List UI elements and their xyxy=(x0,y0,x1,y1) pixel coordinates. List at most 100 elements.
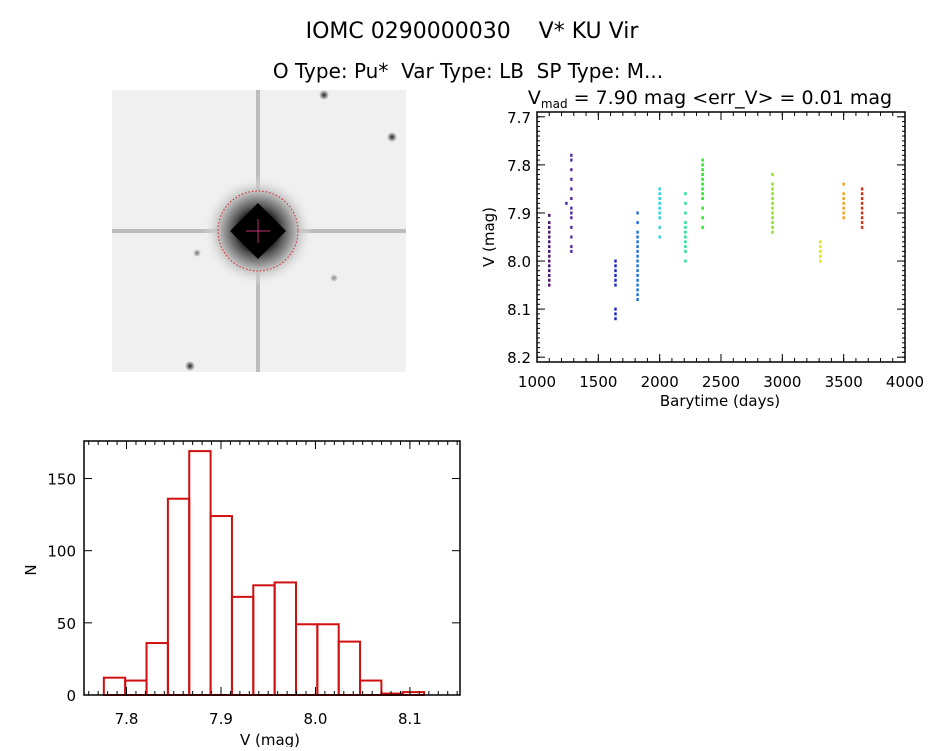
data-point xyxy=(658,197,661,201)
histogram-bar xyxy=(188,450,212,696)
data-point xyxy=(819,249,822,253)
data-point xyxy=(658,187,661,191)
plot-frame xyxy=(83,440,461,696)
data-point xyxy=(658,206,661,210)
histogram-bar xyxy=(337,640,362,697)
data-point xyxy=(570,235,573,239)
light-curve-plot: Vmad = 7.90 mag <err_V> = 0.01 mag 1000 15… xyxy=(480,87,924,410)
data-point xyxy=(860,211,864,215)
y-tick-label: 8.1 xyxy=(507,301,531,319)
y-tick-label: 8.0 xyxy=(507,253,531,271)
data-point xyxy=(842,197,845,201)
data-point xyxy=(570,216,573,220)
data-point xyxy=(701,182,704,186)
data-point xyxy=(771,182,774,186)
data-point xyxy=(548,259,551,263)
data-point xyxy=(701,197,704,201)
data-point xyxy=(570,245,573,249)
data-point xyxy=(842,192,845,196)
data-point xyxy=(636,249,639,253)
data-point xyxy=(636,283,639,287)
data-point xyxy=(614,259,617,263)
data-point xyxy=(701,158,704,162)
data-point xyxy=(684,211,687,215)
x-axis-label: V (mag) xyxy=(240,731,300,747)
histogram-bar xyxy=(316,623,340,697)
data-point xyxy=(658,211,661,215)
data-point xyxy=(636,245,639,249)
data-point xyxy=(842,206,845,210)
data-point xyxy=(771,173,774,176)
data-point xyxy=(658,192,661,196)
data-point xyxy=(614,317,617,321)
data-point xyxy=(701,168,704,172)
x-tick-label: 8.0 xyxy=(304,710,328,728)
data-point xyxy=(570,225,573,229)
data-point xyxy=(842,182,845,186)
x-tick-label: 2000 xyxy=(641,373,679,391)
data-point xyxy=(614,273,617,277)
data-point xyxy=(548,225,551,229)
data-point xyxy=(684,259,687,263)
y-tick-label: 0 xyxy=(66,687,76,705)
data-point xyxy=(548,278,551,282)
data-point xyxy=(684,249,687,253)
x-tick-label: 7.8 xyxy=(115,710,139,728)
data-point xyxy=(701,163,704,167)
data-point xyxy=(570,249,573,253)
y-tick-label: 7.8 xyxy=(507,157,531,175)
data-point xyxy=(548,235,551,239)
histogram-bar xyxy=(145,642,169,697)
data-point xyxy=(819,259,822,263)
data-point xyxy=(860,192,864,196)
data-point xyxy=(771,206,774,210)
data-point xyxy=(658,216,661,220)
data-point xyxy=(658,201,661,205)
data-point xyxy=(636,240,639,244)
y-tick-label: 100 xyxy=(47,543,76,561)
data-point xyxy=(701,173,704,176)
data-point xyxy=(636,273,639,277)
data-point xyxy=(860,225,864,229)
data-point xyxy=(570,168,573,172)
data-point xyxy=(636,230,639,234)
x-tick-label: 1000 xyxy=(518,373,556,391)
data-point xyxy=(614,264,617,268)
histogram-bar xyxy=(294,623,319,697)
data-point xyxy=(565,201,568,205)
data-point xyxy=(548,213,551,217)
data-point xyxy=(701,216,704,220)
data-point xyxy=(771,211,774,215)
data-point xyxy=(684,235,687,239)
x-tick-label: 7.9 xyxy=(209,710,233,728)
data-point xyxy=(819,254,822,258)
data-point xyxy=(548,273,551,277)
data-point xyxy=(636,264,639,268)
data-point xyxy=(658,235,661,239)
data-point xyxy=(636,235,639,239)
data-point xyxy=(771,225,774,229)
data-point xyxy=(771,192,774,196)
data-point xyxy=(684,201,687,205)
y-tick-label: 50 xyxy=(57,615,76,633)
data-point xyxy=(771,221,774,225)
data-point xyxy=(548,254,551,258)
data-point xyxy=(636,293,639,297)
histogram-bar xyxy=(252,584,276,696)
star-field-image xyxy=(112,90,406,372)
data-point xyxy=(771,187,774,191)
data-point xyxy=(860,201,864,205)
data-point xyxy=(636,288,639,292)
data-point xyxy=(548,221,551,225)
data-point xyxy=(548,264,551,268)
data-point xyxy=(548,245,551,249)
x-tick-label: 2500 xyxy=(702,373,740,391)
data-point xyxy=(570,206,573,210)
histogram-bar xyxy=(209,515,233,697)
data-point xyxy=(819,240,822,244)
data-point xyxy=(614,312,617,316)
histogram-bar xyxy=(230,595,255,697)
data-point xyxy=(842,201,845,205)
data-point xyxy=(570,187,573,191)
y-tick-label: 8.2 xyxy=(507,349,531,367)
